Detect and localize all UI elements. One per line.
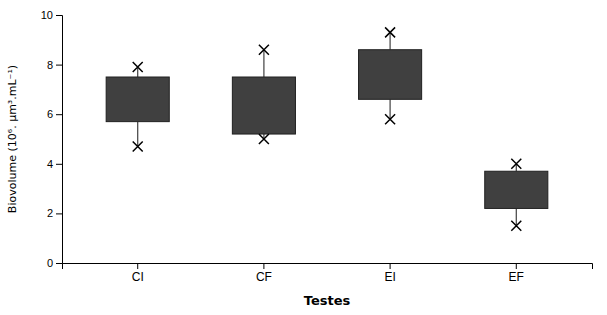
x-tick: EF [509,263,524,284]
lower-whisker [137,122,138,147]
min-marker [133,141,143,151]
y-tick-mark [56,263,62,264]
y-tick: 0 [47,257,62,269]
y-axis: 0 2 4 6 8 10 [41,9,63,269]
upper-whisker [389,32,390,49]
y-tick-label: 6 [47,108,53,120]
box-group [485,159,548,231]
min-marker [385,114,395,124]
x-tick: CI [132,263,144,284]
lower-whisker [389,99,390,119]
y-tick-mark [56,15,62,16]
x-tick: CF [256,263,272,284]
plot-area: 0 2 4 6 8 10 CI CF EI EF [41,9,593,284]
x-tick-mark [137,263,138,269]
box-group [106,62,169,151]
boxes [106,27,548,230]
min-marker [511,221,521,231]
x-axis-line [63,264,593,270]
box [232,77,295,134]
box [106,77,169,122]
y-tick-label: 10 [41,9,53,21]
x-tick-label: EI [384,270,395,284]
y-tick-label: 4 [47,158,53,170]
y-tick-mark [56,213,62,214]
upper-whisker [263,50,264,77]
max-marker [385,27,395,37]
y-axis-title: Biovolume (10⁶. μm³.mL⁻¹) [6,65,19,213]
y-tick-mark [56,114,62,115]
x-tick-mark [516,263,517,269]
box [485,171,548,208]
upper-whisker [137,67,138,77]
box-group [232,45,295,144]
lower-whisker [516,208,517,225]
box-group [359,27,422,124]
y-tick-mark [56,164,62,165]
x-tick-label: CI [132,270,144,284]
y-tick: 2 [47,207,62,219]
y-tick-label: 2 [47,207,53,219]
y-tick-mark [56,65,62,66]
y-tick: 8 [47,59,62,71]
y-tick-label: 0 [47,257,53,269]
y-tick: 4 [47,158,62,170]
x-axis-title: Testes [304,293,351,308]
y-tick: 10 [41,9,62,21]
x-tick-mark [390,263,391,269]
y-axis-line [56,16,63,264]
min-marker [259,134,269,144]
max-marker [259,45,269,55]
x-axis: CI CF EI EF [63,263,593,284]
x-tick: EI [384,263,395,284]
y-tick: 6 [47,108,62,120]
box [359,50,422,100]
chart: 0 2 4 6 8 10 CI CF EI EF Testes Biovolume (10⁶. μm³… [0,0,607,315]
x-tick-label: EF [509,270,524,284]
x-tick-mark [263,263,264,269]
x-tick-label: CF [256,270,272,284]
max-marker [511,159,521,169]
y-tick-label: 8 [47,59,53,71]
max-marker [133,62,143,72]
